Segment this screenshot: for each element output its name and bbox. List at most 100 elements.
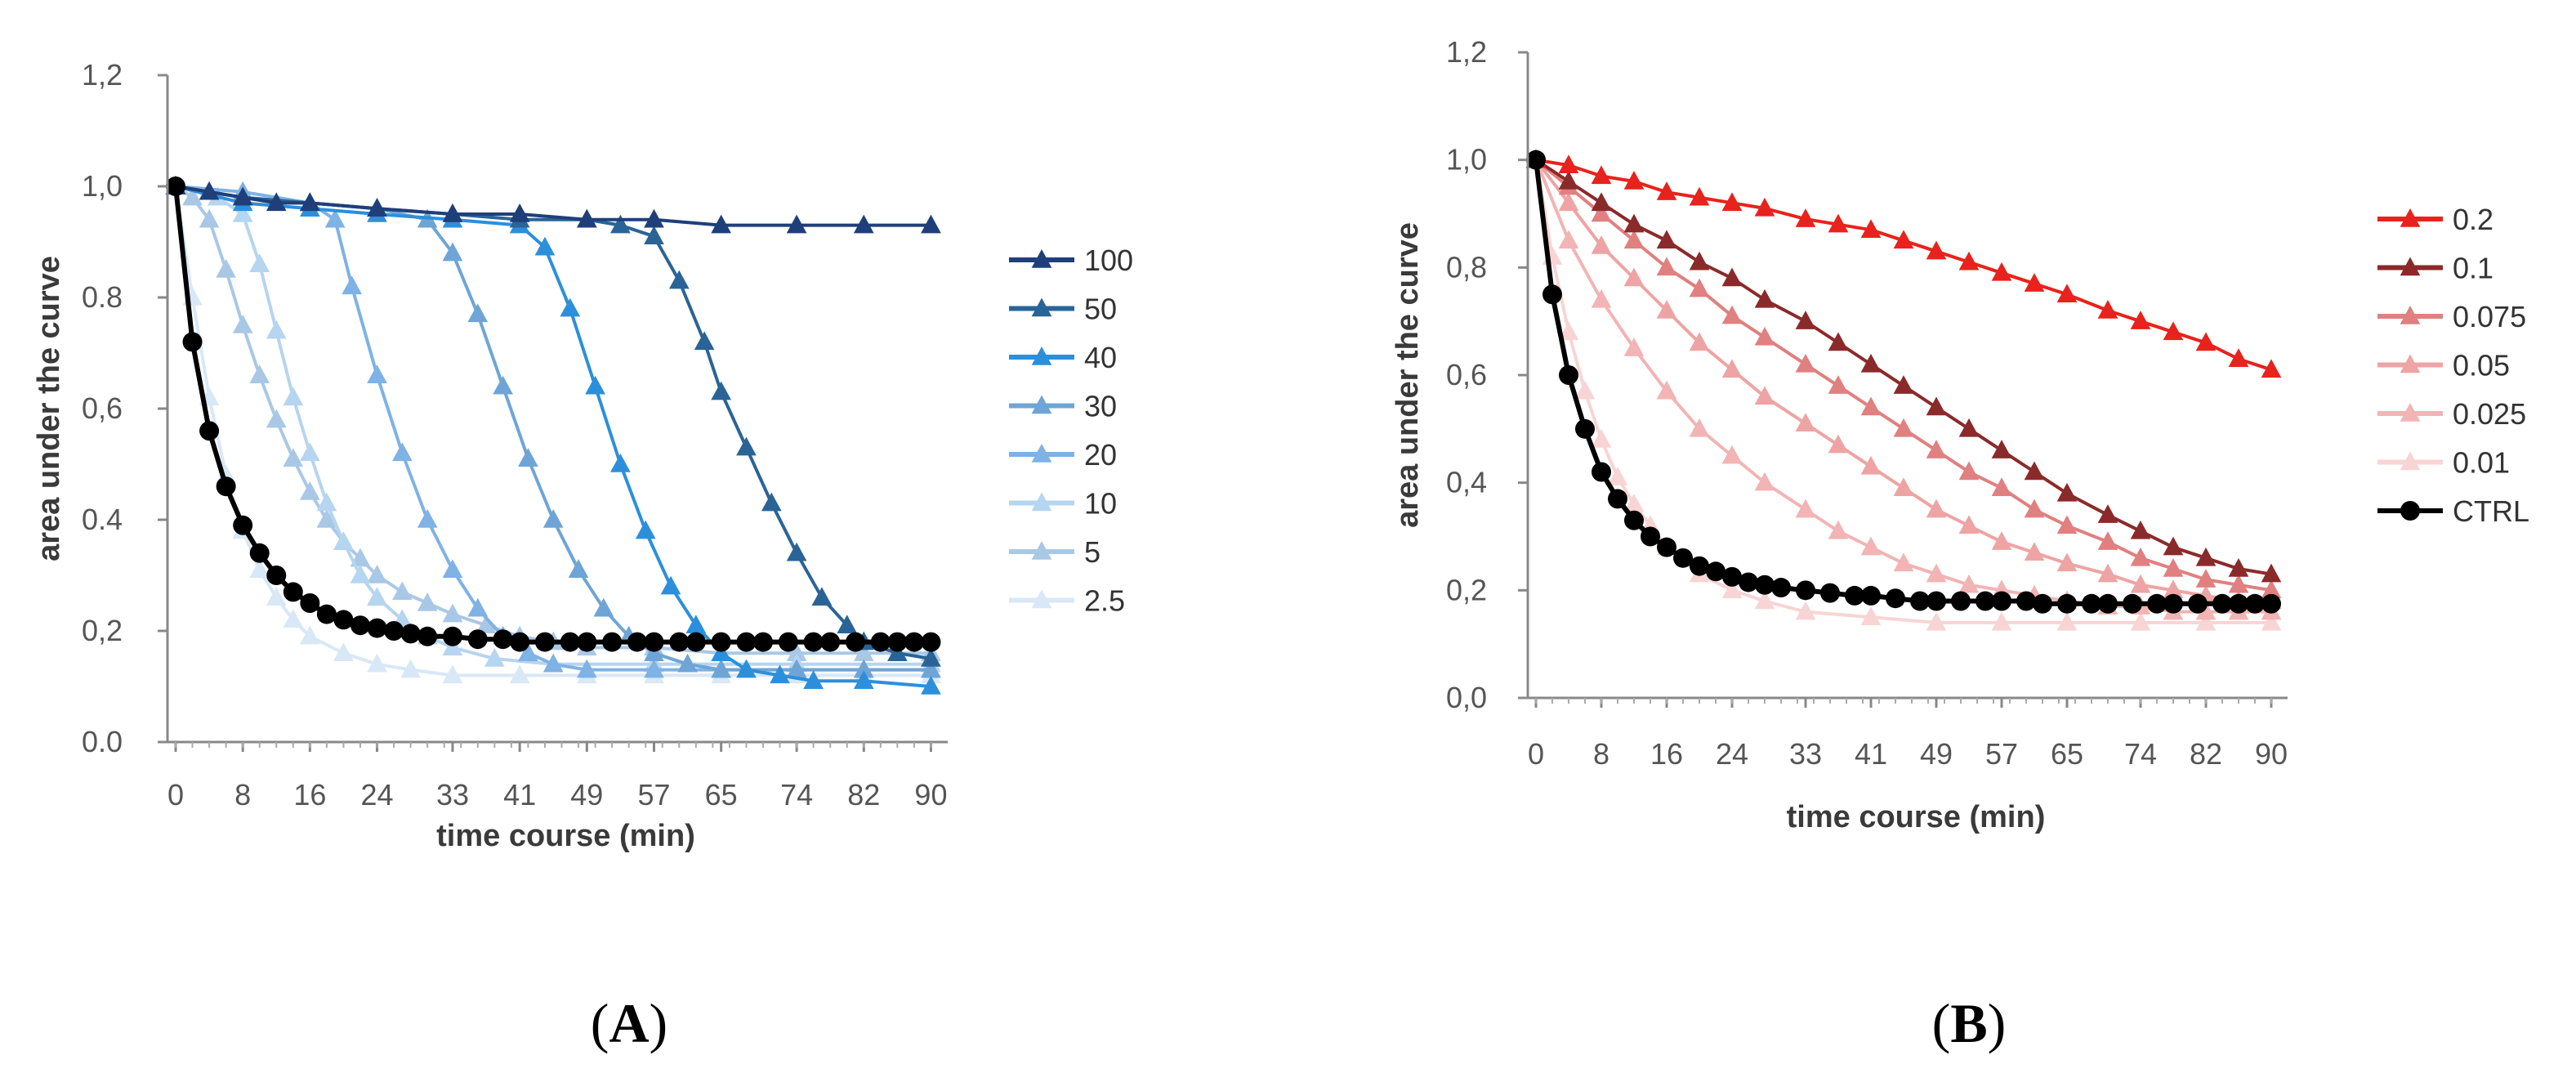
data-point [1721, 445, 1743, 464]
data-point [2163, 579, 2184, 599]
x-tick-label: 16 [1650, 737, 1683, 771]
data-point [2195, 547, 2217, 566]
data-point [1926, 240, 1947, 260]
data-point [1656, 300, 1677, 319]
y-tick-label: 0.8 [82, 280, 123, 314]
data-point [921, 214, 941, 234]
data-point [853, 642, 874, 661]
data-point [534, 632, 555, 652]
data-point [753, 632, 774, 652]
data-point [1721, 305, 1743, 324]
x-tick-labels-b: 0 8 16 24 33 41 49 57 65 74 82 90 [1528, 698, 2288, 771]
legend-label: 30 [1084, 390, 1117, 423]
data-point [1958, 515, 1980, 534]
data-point [1754, 288, 1775, 308]
data-point [711, 214, 732, 234]
legend-swatch-marker [2400, 208, 2421, 227]
legend-swatch-marker [1031, 444, 1052, 463]
legend-item: 0.01 [2377, 446, 2510, 480]
data-point [1739, 572, 1758, 592]
data-point [770, 664, 790, 684]
y-tick-label: 0,2 [1446, 573, 1487, 606]
data-point [1893, 552, 1914, 572]
data-point [1575, 418, 1595, 439]
data-point [921, 648, 941, 667]
data-point [232, 203, 253, 222]
data-point [1795, 601, 1816, 620]
legend-label: 0.01 [2453, 446, 2510, 480]
x-tick-label: 82 [847, 778, 880, 812]
data-point [577, 632, 597, 652]
data-point [249, 364, 270, 383]
y-tick-label: 0,6 [82, 391, 123, 425]
legend-label: 0.025 [2453, 397, 2526, 431]
data-point [1958, 574, 1980, 593]
data-point [1861, 585, 1881, 606]
data-point [1542, 284, 1562, 305]
data-point [576, 208, 597, 228]
data-point [627, 632, 647, 652]
data-point [1689, 332, 1710, 351]
legend-swatch-marker [2400, 501, 2420, 521]
data-point [685, 615, 707, 633]
data-point [803, 632, 824, 652]
data-point [1976, 591, 1995, 611]
data-point [1754, 590, 1775, 610]
data-point [2130, 611, 2151, 631]
data-point [266, 409, 287, 428]
data-point [266, 320, 287, 339]
data-point [644, 226, 664, 244]
legend-label: CTRL [2453, 494, 2529, 528]
data-point [283, 387, 304, 406]
data-point [921, 659, 941, 678]
data-point [400, 624, 421, 644]
data-point [384, 621, 404, 641]
data-point [1860, 353, 1882, 373]
data-point [442, 626, 462, 646]
data-point [1656, 230, 1677, 249]
data-point [367, 565, 387, 583]
legend-label: 0.2 [2453, 203, 2493, 236]
legend-swatch-marker [1031, 541, 1052, 560]
legend-swatch-marker [1031, 297, 1052, 317]
data-point [467, 303, 489, 323]
data-point [367, 653, 387, 673]
x-tick-label: 65 [2051, 737, 2083, 771]
data-point [342, 275, 363, 295]
data-point [2163, 558, 2184, 577]
legend-item: CTRL [2377, 494, 2529, 528]
data-point [232, 315, 253, 333]
legend-swatch-marker [2400, 306, 2421, 324]
data-point [1951, 591, 1971, 611]
data-point [1656, 257, 1677, 276]
data-point [2033, 593, 2052, 614]
data-point [2056, 482, 2078, 502]
data-point [2016, 591, 2036, 611]
data-point [1623, 171, 1645, 190]
data-point [853, 659, 874, 678]
data-point [1754, 386, 1775, 405]
data-point [391, 442, 413, 462]
x-tick-label: 57 [637, 778, 670, 812]
data-point [736, 659, 757, 678]
data-point [333, 531, 354, 550]
data-point [761, 492, 782, 512]
data-point [2082, 593, 2101, 614]
data-point [182, 186, 203, 206]
legend-label: 0.1 [2453, 252, 2493, 285]
data-point [1608, 489, 1627, 509]
data-point [1860, 455, 1882, 475]
data-point [2056, 552, 2078, 572]
data-point [493, 629, 513, 650]
legend-label: 50 [1084, 293, 1117, 326]
data-point [668, 270, 690, 289]
data-point [887, 632, 908, 652]
data-point [2097, 531, 2118, 550]
data-point [367, 618, 387, 638]
legend-label: 40 [1084, 341, 1117, 374]
x-tick-label: 8 [234, 778, 251, 812]
x-axis-title-b: time course (min) [1787, 800, 2046, 834]
data-point [417, 626, 438, 646]
data-point [1926, 611, 1947, 631]
legend-label: 20 [1084, 438, 1117, 472]
